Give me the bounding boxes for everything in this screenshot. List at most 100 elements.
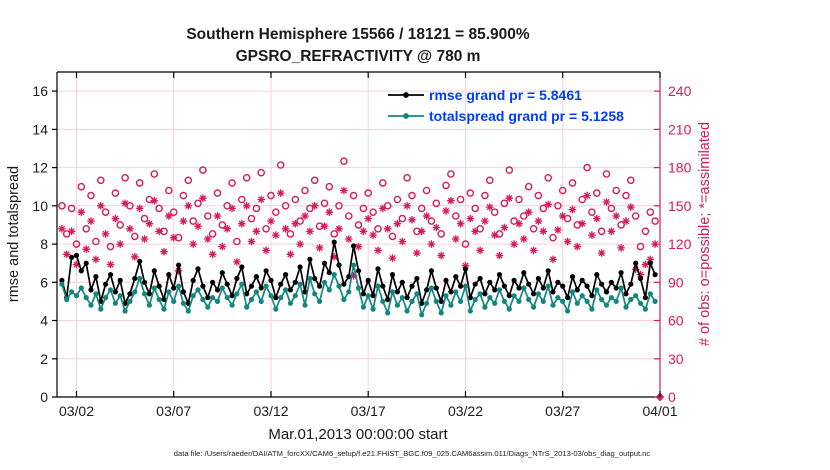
possible-marker xyxy=(267,191,275,200)
totalspread-dot xyxy=(560,298,566,304)
rmse-dot xyxy=(312,275,318,282)
rmse-dot xyxy=(229,293,235,299)
rmse-dot xyxy=(453,274,459,280)
possible-marker xyxy=(228,179,236,187)
right-tick-label: 30 xyxy=(668,351,684,367)
rmse-dot xyxy=(482,291,488,297)
possible-marker xyxy=(432,199,441,208)
rmse-dot xyxy=(531,291,537,297)
totalspread-dot xyxy=(462,283,469,289)
totalspread-dot xyxy=(506,306,512,312)
possible-marker xyxy=(607,204,616,213)
possible-marker xyxy=(184,176,193,185)
totalspread-dot xyxy=(652,298,658,304)
possible-marker xyxy=(398,214,407,223)
totalspread-dot xyxy=(312,291,318,297)
totalspread-dot xyxy=(642,306,649,312)
rmse-dot xyxy=(176,262,182,268)
totalspread-dot xyxy=(180,300,186,306)
possible-marker xyxy=(130,232,139,241)
possible-marker xyxy=(593,189,601,197)
rmse-dot xyxy=(438,298,444,304)
totalspread-dot xyxy=(428,285,434,291)
x-tick-label: 03/07 xyxy=(156,403,191,419)
totalspread-dot xyxy=(380,298,386,304)
totalspread-dot xyxy=(579,293,585,299)
possible-marker xyxy=(393,195,402,204)
possible-marker xyxy=(291,195,300,204)
possible-marker xyxy=(597,227,606,236)
rmse-dot xyxy=(599,281,605,287)
totalspread-dot xyxy=(239,281,245,287)
rmse-dot xyxy=(161,296,167,303)
right-y-axis-label: # of obs: o=possible; *=assimilated xyxy=(697,122,713,346)
totalspread-dot xyxy=(565,308,571,314)
possible-marker xyxy=(651,217,659,225)
totalspread-dot xyxy=(278,295,284,301)
rmse-dot xyxy=(171,285,177,291)
rmse-dot xyxy=(239,264,245,270)
totalspread-dot xyxy=(331,272,337,278)
totalspread-dot xyxy=(321,279,328,285)
possible-marker xyxy=(77,182,86,191)
possible-marker xyxy=(568,179,577,187)
totalspread-dot xyxy=(424,300,430,306)
totalspread-dot xyxy=(375,283,381,289)
totalspread-dot xyxy=(141,291,148,297)
rmse-dot xyxy=(584,283,590,289)
totalspread-dot xyxy=(501,298,507,304)
totalspread-dot xyxy=(137,275,143,282)
left-tick-label: 2 xyxy=(40,351,48,367)
possible-marker xyxy=(378,179,387,187)
possible-marker xyxy=(364,189,373,197)
rmse-dot xyxy=(428,268,434,274)
possible-marker xyxy=(121,173,129,182)
possible-marker xyxy=(281,201,290,210)
rmse-dot xyxy=(404,295,410,301)
left-tick-label: 8 xyxy=(40,236,48,252)
totalspread-dot xyxy=(535,291,542,297)
x-tick-label: 03/02 xyxy=(59,403,94,419)
rmse-dot xyxy=(88,287,94,293)
totalspread-dot xyxy=(467,308,473,314)
totalspread-dot xyxy=(623,304,629,310)
rmse-dot xyxy=(132,275,138,282)
rmse-dot xyxy=(574,287,580,293)
possible-marker xyxy=(340,157,348,165)
totalspread-dot xyxy=(341,296,347,303)
totalspread-dot xyxy=(146,302,152,308)
possible-marker xyxy=(544,173,553,182)
possible-marker xyxy=(627,176,635,185)
totalspread-dot xyxy=(185,308,191,314)
totalspread-dot xyxy=(618,285,624,291)
totalspread-dot xyxy=(219,285,225,291)
legend-label-rmse: rmse grand pr = 5.8461 xyxy=(429,87,582,103)
rmse-dot xyxy=(637,275,644,282)
totalspread-dot xyxy=(472,296,478,303)
totalspread-dot xyxy=(229,302,235,308)
totalspread-dot xyxy=(107,287,114,293)
rmse-dot xyxy=(501,283,507,289)
possible-marker xyxy=(520,212,528,220)
totalspread-dot xyxy=(448,302,454,308)
left-tick-label: 0 xyxy=(40,389,48,405)
possible-marker xyxy=(558,186,567,195)
totalspread-dot xyxy=(409,298,415,304)
possible-marker xyxy=(242,173,251,182)
totalspread-dot xyxy=(83,295,89,301)
totalspread-dot xyxy=(268,293,274,299)
totalspread-dot xyxy=(526,296,532,303)
left-y-axis-label: rmse and totalspread xyxy=(6,166,22,302)
possible-marker xyxy=(602,170,611,178)
possible-marker xyxy=(101,208,110,216)
possible-marker xyxy=(72,240,81,248)
rmse-dot xyxy=(389,272,396,278)
rmse-dot xyxy=(477,275,483,282)
totalspread-dot xyxy=(555,295,561,301)
totalspread-dot xyxy=(287,300,293,306)
possible-marker xyxy=(495,230,504,238)
totalspread-dot xyxy=(64,296,70,303)
possible-marker xyxy=(208,230,217,238)
x-tick-label: 04/01 xyxy=(642,403,677,419)
rmse-dot xyxy=(618,270,624,276)
